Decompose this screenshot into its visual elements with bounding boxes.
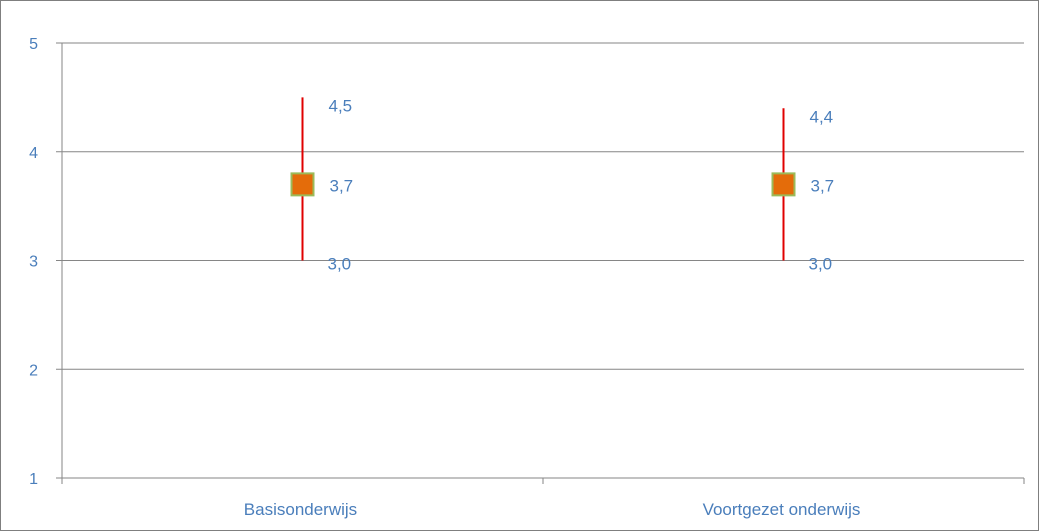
value-label-1: 3,7 [330,176,354,195]
value-label-2: 3,7 [811,176,835,195]
high-label-1: 4,5 [329,96,353,115]
axes [56,42,1025,484]
data-point-1 [290,172,315,197]
low-label-2: 3,0 [809,255,833,274]
y-tick-labels: 1 2 3 4 5 [29,36,38,488]
low-label-1: 3,0 [328,255,352,274]
data-marks: 4,5 3,7 3,0 4,4 3,7 3,0 [290,96,835,274]
high-label-2: 4,4 [810,107,834,126]
x-tick-label-2: Voortgezet onderwijs [703,500,861,519]
y-tick-label-4: 4 [29,145,38,162]
data-point-2 [771,172,796,197]
y-tick-label-3: 3 [29,254,38,271]
y-tick-label-1: 1 [29,471,38,488]
gridlines [62,42,1024,370]
y-tick-label-2: 2 [29,362,38,379]
x-tick-label-1: Basisonderwijs [244,500,357,519]
x-tick-labels: Basisonderwijs Voortgezet onderwijs [244,500,861,519]
y-tick-label-5: 5 [29,36,38,53]
